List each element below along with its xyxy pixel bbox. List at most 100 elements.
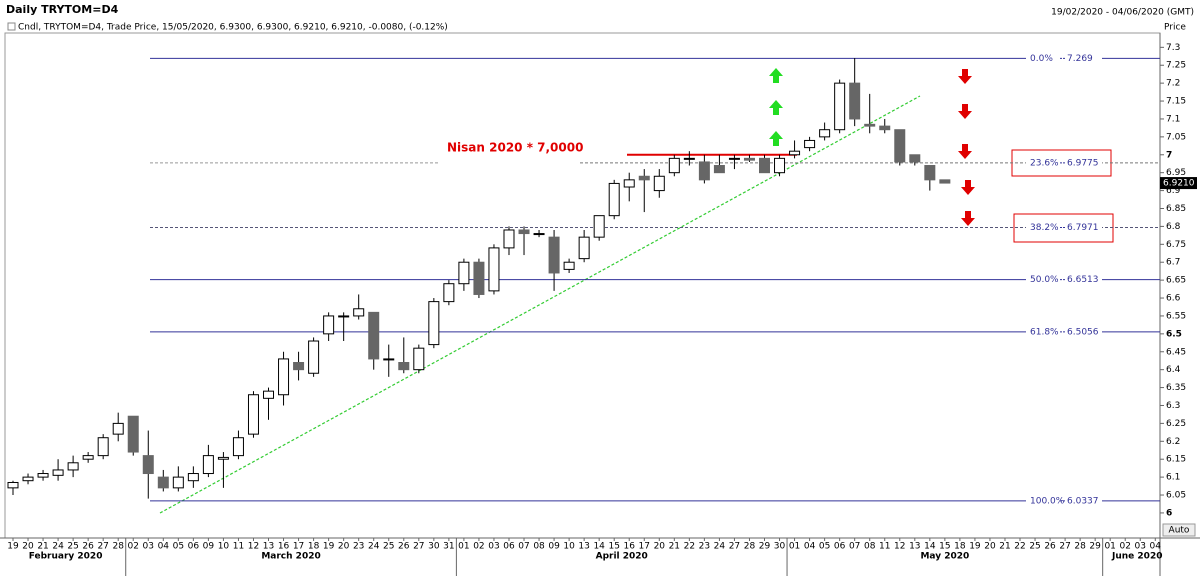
x-tick-label: 08 [864,542,876,552]
candle-body [653,175,665,192]
y-tick-label: 6.2 [1166,437,1180,447]
candle-body [743,157,755,161]
fib-value-label: 6.0337 [1067,496,1099,506]
x-tick-label: 18 [954,542,966,552]
x-tick-label: 08 [533,542,545,552]
candle-body [683,157,695,160]
x-tick-label: 23 [699,542,710,552]
y-tick-label: 7.2 [1166,79,1180,89]
y-tick-label: 6.25 [1166,419,1186,429]
legend-text: Cndl, TRYTOM=D4, Trade Price, 15/05/2020… [18,23,448,33]
candle-body [518,229,530,235]
x-tick-label: 20 [338,542,350,552]
y-tick-label: 7 [1166,150,1172,160]
candle-body [608,182,620,217]
x-tick-label: 09 [548,542,560,552]
y-tick-label: 6.7 [1166,258,1180,268]
y-tick-label: 6.55 [1166,311,1186,321]
x-tick-label: 04 [804,542,816,552]
candle-body [533,233,545,236]
candle-body [578,236,590,260]
x-tick-label: 02 [128,542,139,552]
candle-body [443,283,455,303]
candle-body [37,473,49,478]
x-tick-label: 14 [924,542,936,552]
candle-body [834,82,846,131]
candle-body [67,462,79,471]
x-tick-label: 24 [52,542,64,552]
candle-body [939,179,951,184]
candle-body [728,157,740,160]
fib-value-label: 6.6513 [1067,275,1099,285]
x-tick-label: 25 [67,542,78,552]
x-tick-label: 24 [714,542,726,552]
candle-body [548,236,560,274]
x-tick-label: 22 [1014,542,1025,552]
x-tick-label: 11 [233,542,244,552]
y-tick-label: 6.6 [1166,294,1181,304]
candle-body [488,247,500,292]
y-tick-label: 6.65 [1166,276,1186,286]
x-tick-label: 24 [368,542,380,552]
candle-body [668,157,680,174]
x-tick-label: 01 [789,542,800,552]
candle-body [338,315,350,318]
x-tick-label: 29 [1089,542,1101,552]
candle-body [563,261,575,270]
x-tick-label: 21 [999,542,1010,552]
auto-button-label[interactable]: Auto [1169,526,1190,536]
x-tick-label: 30 [428,542,440,552]
x-tick-label: 13 [263,542,274,552]
x-tick-label: 04 [158,542,170,552]
candle-body [864,123,876,127]
x-tick-label: 21 [37,542,48,552]
y-tick-label: 6.4 [1166,365,1181,375]
candle-body [713,165,725,174]
x-tick-label: 01 [458,542,469,552]
x-tick-label: 20 [22,542,34,552]
candle-body [623,179,635,188]
annotation-label: Nisan 2020 * 7,0000 [447,141,583,155]
x-tick-label: 16 [278,542,290,552]
candle-body [157,476,169,489]
x-tick-label: 31 [443,542,454,552]
y-tick-label: 6.1 [1166,473,1180,483]
fib-pct-label: 61.8% [1030,327,1059,337]
fib-value-label: 6.9775 [1067,158,1099,168]
x-tick-label: 12 [894,542,905,552]
x-tick-label: 03 [488,542,499,552]
candle-body [278,358,290,396]
x-tick-label: 04 [1150,542,1162,552]
candle-body [759,157,770,174]
chart-title: Daily TRYTOM=D4 [6,3,119,16]
x-tick-label: 17 [639,542,650,552]
candle-body [127,415,139,453]
y-tick-label: 6.35 [1166,383,1186,393]
y-tick-label: 6 [1166,508,1172,518]
x-tick-label: 10 [563,542,575,552]
fib-pct-label: 50.0% [1030,275,1059,285]
candle-body [22,476,34,482]
x-tick-label: 22 [684,542,695,552]
y-tick-label: 6.85 [1166,204,1186,214]
candle-body [789,150,801,156]
x-tick-label: 01 [1104,542,1115,552]
auto-button[interactable] [1162,523,1196,537]
candle-body [52,469,64,476]
candle-body [247,394,259,435]
y-tick-label: 6.5 [1166,329,1182,339]
y-tick-label: 6.9 [1166,186,1181,196]
candle-body [503,229,515,249]
x-tick-label: 06 [188,542,200,552]
x-tick-label: 02 [1119,542,1130,552]
candle-body [774,157,786,174]
x-tick-label: 23 [353,542,364,552]
candle-body [353,308,365,317]
down-arrows [958,69,975,226]
candle-body [217,456,229,460]
y-tick-label: 6.3 [1166,401,1180,411]
candle-body [323,315,335,335]
candle-body [82,455,94,460]
x-tick-label: 27 [97,542,108,552]
x-tick-label: 27 [729,542,740,552]
